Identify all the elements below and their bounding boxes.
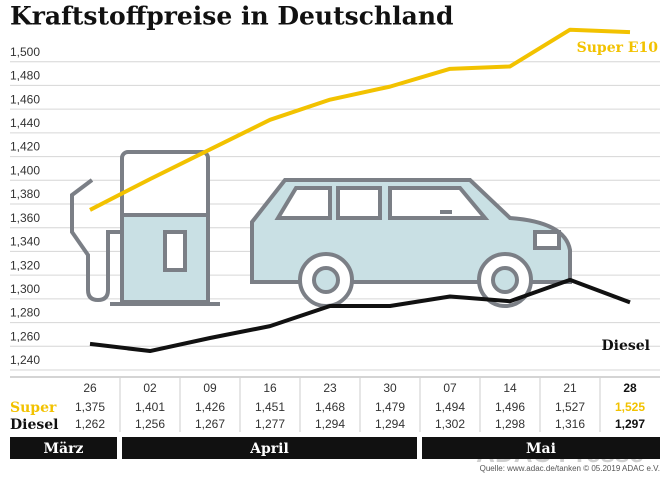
value-label: 1,525	[615, 400, 645, 414]
value-label: 1,294	[315, 417, 345, 431]
y-tick-label: 1,260	[10, 329, 40, 343]
month-label: Mai	[526, 441, 556, 457]
y-tick-label: 1,340	[10, 235, 40, 249]
y-tick-label: 1,460	[10, 92, 40, 106]
y-tick-label: 1,360	[10, 211, 40, 225]
y-tick-label: 1,420	[10, 140, 40, 154]
value-label: 1,294	[375, 417, 405, 431]
value-label: 1,277	[255, 417, 285, 431]
x-tick-label: 14	[503, 381, 517, 395]
y-tick-label: 1,240	[10, 353, 40, 367]
value-label: 1,527	[555, 400, 585, 414]
x-tick-label: 02	[143, 381, 157, 395]
x-tick-label: 07	[443, 381, 457, 395]
series-label: Diesel	[602, 338, 650, 354]
value-label: 1,375	[75, 400, 105, 414]
x-tick-label: 26	[83, 381, 97, 395]
x-tick-label: 30	[383, 381, 397, 395]
value-label: 1,316	[555, 417, 585, 431]
value-label: 1,494	[435, 400, 465, 414]
x-tick-label: 09	[203, 381, 217, 395]
y-tick-label: 1,300	[10, 282, 40, 296]
y-tick-label: 1,400	[10, 163, 40, 177]
value-label: 1,256	[135, 417, 165, 431]
value-label: 1,468	[315, 400, 345, 414]
y-tick-label: 1,380	[10, 187, 40, 201]
value-label: 1,262	[75, 417, 105, 431]
x-tick-label: 28	[623, 381, 637, 395]
row-label: Super	[10, 400, 57, 416]
value-label: 1,479	[375, 400, 405, 414]
month-label: März	[44, 441, 84, 457]
month-label: April	[249, 441, 289, 457]
value-label: 1,426	[195, 400, 225, 414]
car-illustration	[250, 178, 572, 308]
month-bar	[122, 437, 417, 459]
y-tick-label: 1,500	[10, 45, 40, 59]
line	[89, 27, 631, 212]
y-tick-label: 1,320	[10, 258, 40, 272]
y-tick-label: 1,280	[10, 306, 40, 320]
value-label: 1,451	[255, 400, 285, 414]
x-tick-label: 23	[323, 381, 337, 395]
line	[89, 277, 631, 354]
y-tick-label: 1,480	[10, 69, 40, 83]
y-tick-label: 1,440	[10, 116, 40, 130]
chart-title: Kraftstoffpreise in Deutschland	[10, 2, 453, 31]
source: Quelle: www.adac.de/tanken © 05.2019 ADA…	[480, 464, 660, 473]
value-label: 1,401	[135, 400, 165, 414]
x-tick-label: 21	[563, 381, 577, 395]
value-label: 1,302	[435, 417, 465, 431]
series-label: Super E10	[577, 40, 659, 56]
value-label: 1,297	[615, 417, 645, 431]
value-label: 1,496	[495, 400, 525, 414]
month-bar	[422, 437, 660, 459]
value-label: 1,298	[495, 417, 525, 431]
x-tick-label: 16	[263, 381, 277, 395]
row-label: Diesel	[10, 417, 58, 433]
pump-illustration	[70, 150, 220, 306]
value-label: 1,267	[195, 417, 225, 431]
month-bar	[10, 437, 117, 459]
